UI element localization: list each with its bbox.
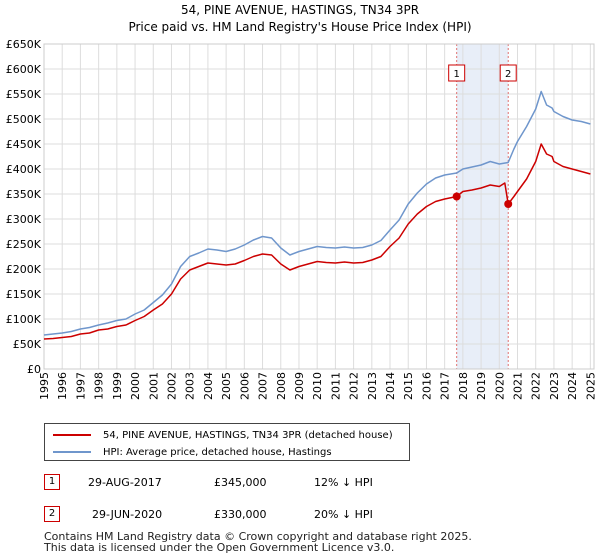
sale-badge-1 [448, 64, 466, 82]
y-tick-label: £450K [6, 138, 42, 151]
legend-swatch-red [53, 434, 91, 436]
transaction-price-2: £330,000 [214, 508, 267, 521]
y-tick-label: £350K [6, 188, 42, 201]
y-tick-label: £100K [6, 313, 42, 326]
sale-badge-label-2: 2 [505, 69, 511, 80]
x-tick-label: 2015 [402, 372, 415, 400]
transaction-row-2: 2 29-JUN-2020 £330,000 20% ↓ HPI [0, 506, 600, 526]
x-tick-label: 2003 [184, 372, 197, 400]
y-tick-label: £600K [6, 63, 42, 76]
legend: 54, PINE AVENUE, HASTINGS, TN34 3PR (det… [44, 423, 410, 461]
x-tick-label: 2019 [475, 372, 488, 400]
sale-point-2 [504, 200, 513, 208]
x-tick-label: 1996 [56, 372, 69, 400]
y-tick-label: £550K [6, 88, 42, 101]
y-tick-label: £50K [13, 338, 42, 351]
y-tick-label: £0 [27, 363, 41, 376]
y-tick-label: £650K [6, 38, 42, 51]
x-tick-label: 2016 [420, 372, 433, 400]
price-chart: 54, PINE AVENUE, HASTINGS, TN34 3PR Pric… [6, 3, 598, 400]
x-tick-label: 1999 [111, 372, 124, 400]
x-tick-label: 2025 [584, 372, 597, 400]
legend-label-hpi: HPI: Average price, detached house, Hast… [103, 446, 332, 458]
x-tick-label: 2000 [129, 372, 142, 400]
transaction-hpi-2: 20% ↓ HPI [314, 508, 373, 521]
transaction-hpi-1: 12% ↓ HPI [314, 476, 373, 489]
x-tick-label: 2021 [512, 372, 525, 400]
x-tick-label: 2012 [348, 372, 361, 400]
x-tick-label: 2024 [566, 372, 579, 400]
x-tick-label: 2007 [257, 372, 270, 400]
x-tick-label: 2004 [202, 372, 215, 400]
x-tick-label: 2013 [366, 372, 379, 400]
x-tick-label: 1998 [93, 372, 106, 400]
legend-item-hpi: HPI: Average price, detached house, Hast… [53, 444, 332, 460]
sale-point-1 [452, 192, 461, 201]
x-tick-label: 2010 [311, 372, 324, 400]
x-tick-label: 2005 [220, 372, 233, 400]
highlight-region [456, 44, 509, 369]
x-tick-label: 2006 [238, 372, 251, 400]
x-tick-label: 2001 [147, 372, 160, 400]
footer-licence: This data is licensed under the Open Gov… [44, 541, 395, 554]
transaction-marker-2: 2 [44, 506, 60, 522]
x-tick-label: 2020 [493, 372, 506, 400]
plot-frame [43, 43, 595, 370]
series-line-hpi [43, 90, 591, 336]
chart-subtitle: Price paid vs. HM Land Registry's House … [128, 20, 471, 34]
x-tick-label: 2017 [439, 372, 452, 400]
transaction-date-1: 29-AUG-2017 [88, 476, 162, 489]
transaction-row-1: 1 29-AUG-2017 £345,000 12% ↓ HPI [0, 474, 600, 494]
legend-swatch-blue [53, 451, 91, 453]
y-tick-label: £500K [6, 113, 42, 126]
y-tick-label: £150K [6, 288, 42, 301]
y-tick-label: £300K [6, 213, 42, 226]
plot-background [44, 44, 594, 369]
x-tick-label: 1997 [74, 372, 87, 400]
x-tick-label: 2011 [329, 372, 342, 400]
transaction-price-1: £345,000 [214, 476, 267, 489]
x-tick-label: 2018 [457, 372, 470, 400]
x-tick-label: 2002 [165, 372, 178, 400]
sale-badge-label-1: 1 [453, 69, 459, 80]
x-tick-label: 2022 [530, 372, 543, 400]
x-tick-label: 2014 [384, 372, 397, 400]
sale-badge-2 [499, 64, 517, 82]
footer-copyright: Contains HM Land Registry data © Crown c… [44, 530, 472, 543]
legend-item-property: 54, PINE AVENUE, HASTINGS, TN34 3PR (det… [53, 427, 393, 443]
y-tick-label: £400K [6, 163, 42, 176]
transaction-marker-1: 1 [44, 474, 60, 490]
y-tick-label: £250K [6, 238, 42, 251]
chart-title: 54, PINE AVENUE, HASTINGS, TN34 3PR [181, 3, 419, 17]
transaction-date-2: 29-JUN-2020 [92, 508, 163, 521]
x-tick-label: 2023 [548, 372, 561, 400]
x-tick-label: 1995 [38, 372, 51, 400]
x-tick-label: 2009 [293, 372, 306, 400]
y-tick-label: £200K [6, 263, 42, 276]
series-line-property [43, 143, 591, 340]
x-tick-label: 2008 [275, 372, 288, 400]
legend-label-property: 54, PINE AVENUE, HASTINGS, TN34 3PR (det… [103, 429, 393, 441]
footer: Contains HM Land Registry data © Crown c… [44, 531, 472, 553]
